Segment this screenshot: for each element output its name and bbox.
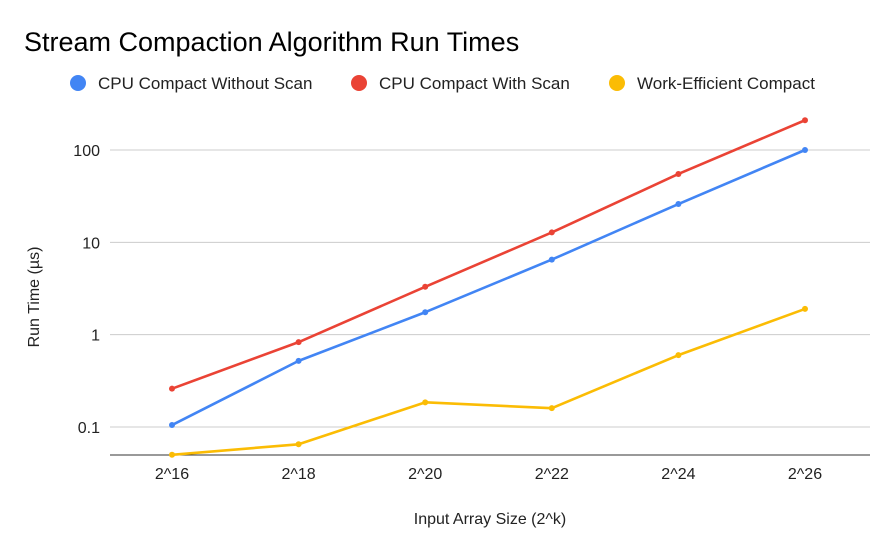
y-tick-label: 0.1: [78, 420, 100, 437]
x-tick-label: 2^26: [788, 466, 822, 483]
legend-label: CPU Compact Without Scan: [98, 74, 312, 93]
data-point: [548, 256, 555, 263]
legend-item: CPU Compact With Scan: [351, 74, 570, 93]
data-point: [422, 283, 429, 290]
x-axis-ticks: 2^16 2^18 2^20 2^22 2^24 2^26: [155, 466, 822, 483]
x-axis-label: Input Array Size (2^k): [414, 511, 566, 528]
data-point: [802, 117, 808, 124]
x-tick-label: 2^16: [155, 466, 189, 483]
data-point: [295, 357, 302, 364]
legend-label: Work-Efficient Compact: [637, 74, 815, 93]
series-line: [171, 148, 806, 427]
series-cpu-compact-with-scan: [169, 117, 808, 392]
data-point: [802, 147, 808, 153]
legend: CPU Compact Without Scan CPU Compact With…: [70, 74, 815, 93]
x-tick-label: 2^22: [535, 466, 569, 483]
chart-title: Stream Compaction Algorithm Run Times: [24, 27, 519, 57]
series-line: [171, 307, 806, 457]
y-tick-label: 100: [73, 143, 100, 160]
series-work-efficient-compact: [169, 305, 808, 458]
legend-marker: [609, 75, 625, 91]
legend-item: Work-Efficient Compact: [609, 74, 815, 93]
series-layer: [169, 117, 808, 458]
x-tick-label: 2^18: [281, 466, 315, 483]
series-cpu-compact-without-scan: [169, 147, 808, 429]
data-point: [295, 441, 302, 448]
y-tick-label: 10: [82, 235, 100, 252]
legend-marker: [351, 75, 367, 91]
y-tick-label: 1: [91, 328, 100, 345]
data-point: [295, 339, 302, 346]
y-axis-label: Run Time (µs): [26, 247, 43, 348]
data-point: [802, 305, 808, 312]
y-axis-ticks: 0.1 1 10 100: [73, 143, 100, 437]
data-point: [169, 385, 175, 392]
data-point: [548, 229, 555, 236]
data-point: [675, 170, 682, 177]
data-point: [422, 309, 429, 316]
x-tick-label: 2^24: [661, 466, 695, 483]
legend-item: CPU Compact Without Scan: [70, 74, 312, 93]
legend-marker: [70, 75, 86, 91]
data-point: [422, 399, 429, 406]
legend-label: CPU Compact With Scan: [379, 74, 570, 93]
gridlines: [110, 149, 870, 456]
data-point: [675, 201, 682, 208]
series-line: [171, 119, 806, 390]
data-point: [169, 422, 175, 429]
x-tick-label: 2^20: [408, 466, 442, 483]
data-point: [675, 352, 682, 359]
data-point: [548, 405, 555, 412]
data-point: [169, 451, 175, 458]
